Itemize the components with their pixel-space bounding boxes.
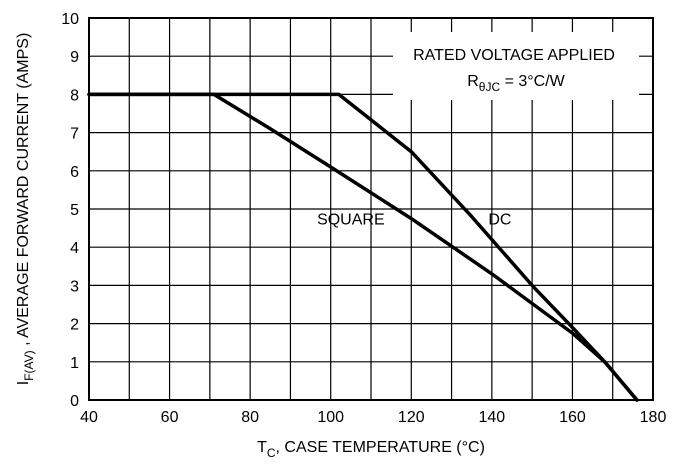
x-tick-label: 60 [161, 409, 179, 426]
y-tick-label: 8 [70, 87, 79, 104]
y-tick-label: 3 [70, 278, 79, 295]
annotation-background [393, 32, 639, 100]
y-tick-label: 1 [70, 355, 79, 372]
y-tick-label: 6 [70, 164, 79, 181]
x-axis-title: TC, CASE TEMPERATURE (°C) [257, 439, 485, 460]
y-tick-label: 7 [70, 126, 79, 143]
x-tick-label: 120 [398, 409, 425, 426]
series-line-dc [87, 92, 639, 402]
y-tick-label: 5 [70, 202, 79, 219]
annotation-box: RATED VOLTAGE APPLIED RθJC = 3°C/W [393, 32, 639, 100]
plot-frame [88, 17, 654, 401]
x-tick-label: 80 [241, 409, 259, 426]
tick-labels: 40 60 80 100 120 140 160 180 0 1 2 3 4 5 6 7 8 9 10 SQUARE D… [61, 11, 666, 426]
y-tick-label: 10 [61, 11, 79, 28]
x-tick-label: 140 [479, 409, 506, 426]
y-tick-label: 9 [70, 49, 79, 66]
annotation-line-1: RATED VOLTAGE APPLIED [413, 47, 615, 64]
x-tick-label: 180 [640, 409, 667, 426]
y-tick-label: 2 [70, 317, 79, 334]
x-tick-label: 40 [80, 409, 98, 426]
y-tick-label: 4 [70, 240, 79, 257]
curves [87, 92, 639, 402]
x-tick-label: 100 [317, 409, 344, 426]
y-tick-label: 0 [70, 393, 79, 410]
series-label-square: SQUARE [317, 211, 385, 228]
y-axis-title: IF(AV) , AVERAGE FORWARD CURRENT (AMPS) [15, 33, 36, 386]
x-tick-label: 160 [559, 409, 586, 426]
annotation-line-2: RθJC = 3°C/W [467, 73, 565, 94]
series-label-dc: DC [488, 211, 511, 228]
